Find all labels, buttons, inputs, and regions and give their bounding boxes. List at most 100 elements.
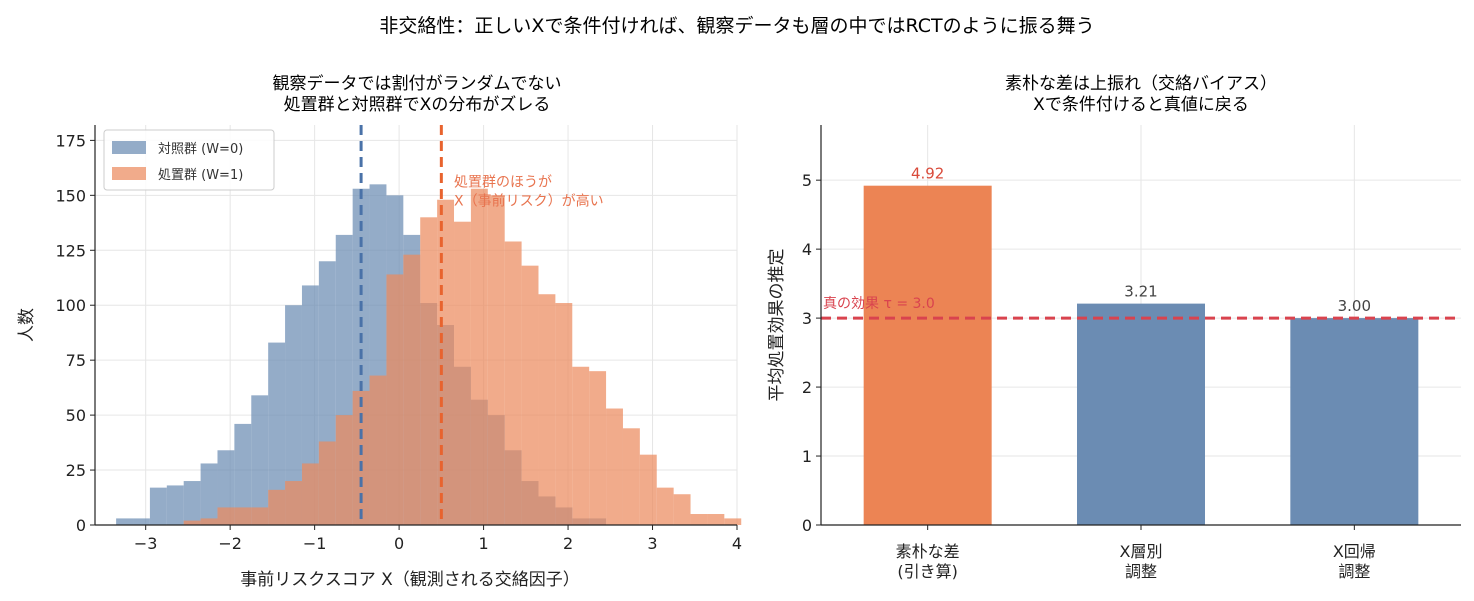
histogram-title-line-2: 処置群と対照群でXの分布がズレる <box>284 95 551 115</box>
bar-title-line-1: 素朴な差は上振れ（交絡バイアス） <box>1005 74 1277 94</box>
histogram-bar <box>251 395 269 525</box>
histogram-xtick-label: 4 <box>732 534 742 553</box>
bar-ytick-label: 4 <box>802 240 812 259</box>
histogram-bar <box>352 390 370 525</box>
histogram-bar <box>200 518 218 525</box>
bar <box>1290 318 1419 525</box>
histogram-bar <box>707 514 725 525</box>
histogram-xlabel: 事前リスクスコア X（観測される交絡因子） <box>240 570 580 590</box>
bar-category-label: X層別 <box>1120 542 1163 561</box>
bar-category-label: 調整 <box>1125 562 1157 581</box>
histogram-xtick-label: 0 <box>394 534 404 553</box>
histogram-ytick-label: 75 <box>66 351 86 370</box>
histogram-title-line-1: 観察データでは割付がランダムでない <box>273 73 562 94</box>
histogram-bar <box>116 518 134 525</box>
histogram-bar <box>622 428 640 525</box>
histogram-bar <box>454 221 471 525</box>
bar-ytick-label: 5 <box>802 171 812 190</box>
histogram-ytick-label: 150 <box>55 186 86 205</box>
bar-ytick-label: 1 <box>802 447 812 466</box>
legend-swatch-treated <box>112 167 146 180</box>
histogram-mean-lines <box>359 125 443 525</box>
bar-value-label: 3.21 <box>1124 283 1157 301</box>
histogram-ytick-label: 0 <box>76 516 86 535</box>
histogram-bar <box>166 485 184 525</box>
histogram-ytick-label: 175 <box>55 131 86 150</box>
histogram-bar <box>217 507 235 525</box>
histogram-annotation-line-2: X（事前リスク）が高い <box>454 193 604 210</box>
bar-ytick-label: 0 <box>802 516 812 535</box>
legend-swatch-control <box>112 141 146 154</box>
histogram-xtick-label: 1 <box>478 534 488 553</box>
histogram-bar <box>200 463 218 525</box>
histogram-xtick-label: −1 <box>303 534 327 553</box>
histogram-ytick-label: 125 <box>55 241 86 260</box>
bar-category-label: (引き算) <box>897 562 958 581</box>
legend-label-treated: 処置群 (W=1) <box>158 168 243 183</box>
bar-category-label: 調整 <box>1338 562 1370 581</box>
bar-category-label: 素朴な差 <box>896 542 960 561</box>
histogram-panel: 観察データでは割付がランダムでない 処置群と対照群でXの分布がズレる −3 −2−… <box>17 73 742 590</box>
bar-value-label: 3.00 <box>1338 297 1371 315</box>
histogram-bar <box>285 481 302 525</box>
histogram-ticks: −3 −2 −1 0 1 2 3 4 0 25 50 75 100 125 150 175 <box>55 131 742 553</box>
histogram-series-treated <box>183 188 742 526</box>
bar-value-labels: 4.92 3.21 3.00 <box>911 165 1371 315</box>
bar-category-label: X回帰 <box>1333 542 1376 561</box>
histogram-bar <box>234 507 252 525</box>
histogram-bar <box>335 415 353 525</box>
histogram-bar <box>318 441 336 525</box>
histogram-bar <box>538 294 556 525</box>
histogram-bar <box>724 518 742 525</box>
histogram-bar <box>656 487 674 525</box>
bar-ytick-label: 3 <box>802 309 812 328</box>
histogram-xtick-label: −2 <box>218 534 242 553</box>
histogram-bar <box>555 303 573 525</box>
histogram-bar <box>251 507 269 525</box>
histogram-bar <box>149 487 167 525</box>
bar-ytick-label: 2 <box>802 378 812 397</box>
histogram-ylabel: 人数 <box>17 308 37 342</box>
bar <box>1077 303 1205 525</box>
legend-label-control: 対照群 (W=0) <box>158 142 243 157</box>
histogram-bar <box>589 371 607 525</box>
histogram-bar <box>217 450 235 525</box>
histogram-xtick-label: −3 <box>134 534 158 553</box>
histogram-ytick-label: 100 <box>55 296 86 315</box>
bar-ylabel: 平均処置効果の推定 <box>767 249 787 402</box>
histogram-bar <box>234 423 252 525</box>
histogram-bar <box>183 481 201 525</box>
histogram-bar <box>420 217 438 526</box>
histogram-bar <box>403 254 421 525</box>
histogram-bar <box>437 199 455 525</box>
histogram-bar <box>285 305 302 525</box>
histogram-annotation-line-1: 処置群のほうが <box>454 175 552 191</box>
histogram-xtick-label: 3 <box>647 534 657 553</box>
histogram-bar <box>268 342 286 525</box>
histogram-bar <box>183 520 201 525</box>
histogram-bar <box>133 518 150 525</box>
figure-suptitle: 非交絡性：正しいXで条件付ければ、観察データも層の中ではRCTのように振る舞う <box>379 15 1094 37</box>
bar-panel: 素朴な差は上振れ（交絡バイアス） Xで条件付けると真値に戻る 4.92 3.21 3… <box>767 74 1461 581</box>
histogram-ytick-label: 50 <box>66 406 86 425</box>
histogram-bar <box>572 366 590 525</box>
histogram-bar <box>504 241 522 525</box>
histogram-bar <box>470 188 488 525</box>
histogram-bar <box>369 375 387 525</box>
histogram-xtick-label: 2 <box>563 534 573 553</box>
histogram-legend: 対照群 (W=0) 処置群 (W=1) <box>103 129 275 191</box>
histogram-ytick-label: 25 <box>66 461 86 480</box>
histogram-bar <box>690 514 708 525</box>
histogram-bar <box>386 274 404 525</box>
bar <box>863 185 992 526</box>
histogram-bar <box>673 494 691 525</box>
bar-value-label: 4.92 <box>911 165 944 183</box>
legend-frame <box>103 129 275 191</box>
histogram-bar <box>487 195 505 526</box>
histogram-axes <box>94 125 737 526</box>
histogram-bar <box>268 489 286 525</box>
histogram-bar <box>606 408 623 525</box>
histogram-bar <box>639 454 657 525</box>
